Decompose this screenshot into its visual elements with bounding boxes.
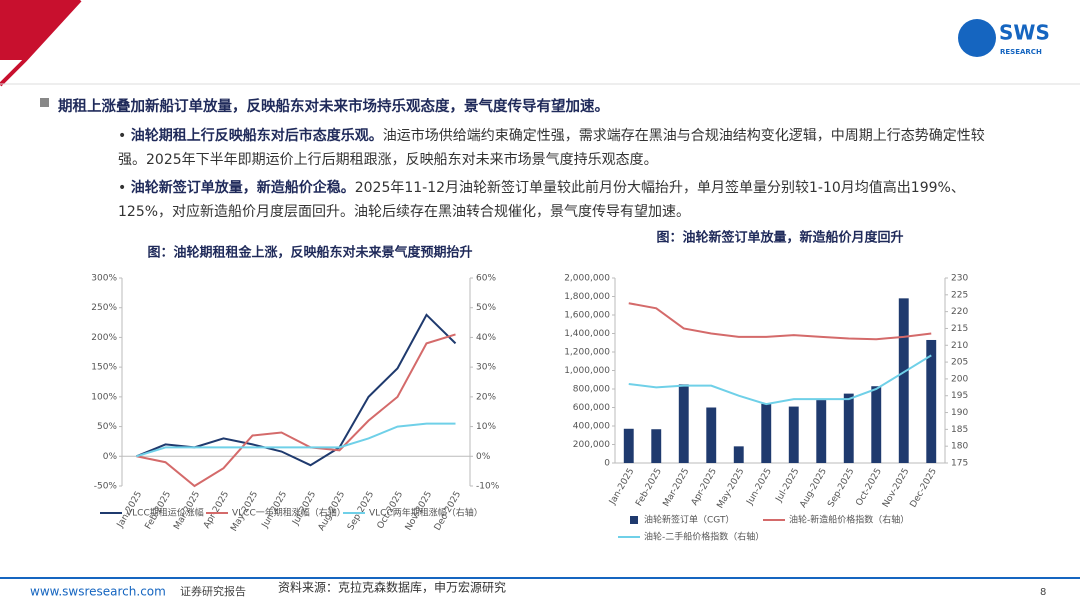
y2-tick-label: 225 bbox=[951, 290, 968, 300]
y2-tick-label: 230 bbox=[951, 274, 968, 284]
y-tick-label: 150% bbox=[91, 363, 117, 373]
y2-tick-label: 210 bbox=[951, 341, 968, 351]
bullet: • 油轮期租上行反映船东对后市态度乐观。油运市场供给端约束确定性强，需求端存在黑… bbox=[118, 128, 985, 168]
x-tick-label: Apr-2025 bbox=[690, 467, 719, 508]
y-tick-label: 250% bbox=[91, 303, 117, 313]
y-tick-label: 1,200,000 bbox=[564, 348, 610, 358]
y-tick-label: -50% bbox=[94, 482, 118, 492]
bar bbox=[871, 386, 882, 463]
legend-swatch bbox=[630, 516, 638, 524]
corner-line bbox=[0, 0, 82, 87]
y-tick-label: 200% bbox=[91, 333, 117, 343]
bar bbox=[898, 298, 909, 463]
y-tick-label: 100% bbox=[91, 392, 117, 402]
y-tick-label: 400,000 bbox=[573, 422, 610, 432]
y2-tick-label: 30% bbox=[476, 363, 496, 373]
logo-mark bbox=[958, 19, 996, 57]
y2-tick-label: 195 bbox=[951, 391, 968, 401]
y2-tick-label: 60% bbox=[476, 274, 496, 284]
bar bbox=[706, 407, 717, 463]
y-tick-label: 200,000 bbox=[573, 440, 610, 450]
y2-tick-label: 220 bbox=[951, 307, 968, 317]
legend-label: 油轮新签订单（CGT） bbox=[644, 514, 734, 526]
corner-deco bbox=[0, 0, 80, 60]
x-tick-label: Mar-2025 bbox=[662, 467, 692, 509]
x-tick-label: Aug-2025 bbox=[798, 467, 829, 510]
y-tick-label: 50% bbox=[97, 422, 117, 432]
y-tick-label: 600,000 bbox=[573, 403, 610, 413]
legend-label: 油轮-二手船价格指数（右轴） bbox=[644, 531, 764, 543]
x-tick-label: Feb-2025 bbox=[634, 467, 664, 508]
line bbox=[136, 333, 456, 488]
page-number: 8 bbox=[1040, 587, 1046, 598]
footer-label: 证券研究报告 bbox=[180, 584, 246, 598]
y2-tick-label: 215 bbox=[951, 324, 968, 334]
bar bbox=[843, 393, 854, 463]
y-tick-label: 800,000 bbox=[573, 385, 610, 395]
x-tick-label: Jun-2025 bbox=[745, 467, 774, 508]
y-tick-label: 300% bbox=[91, 274, 117, 284]
headline: 期租上涨叠加新船订单放量，反映船东对未来市场持乐观态度，景气度传导有望加速。 bbox=[58, 99, 609, 115]
y2-tick-label: 175 bbox=[951, 459, 968, 469]
bullet-square bbox=[40, 98, 49, 107]
bar bbox=[623, 428, 634, 463]
y2-tick-label: 40% bbox=[476, 333, 496, 343]
bar bbox=[651, 429, 662, 463]
x-tick-label: Sep-2025 bbox=[826, 467, 856, 509]
y-tick-label: 2,000,000 bbox=[564, 274, 610, 284]
x-tick-label: May-2025 bbox=[716, 467, 747, 511]
y2-tick-label: 185 bbox=[951, 425, 968, 435]
x-tick-label: Jan-2025 bbox=[607, 467, 636, 508]
y2-tick-label: 190 bbox=[951, 408, 968, 418]
line bbox=[628, 354, 932, 406]
y2-tick-label: 200 bbox=[951, 374, 968, 384]
y-tick-label: 1,000,000 bbox=[564, 366, 610, 376]
y2-tick-label: 10% bbox=[476, 422, 496, 432]
legend-label: VLCC两年期租涨幅（右轴） bbox=[369, 507, 483, 519]
bar bbox=[926, 339, 937, 463]
y-tick-label: 1,600,000 bbox=[564, 311, 610, 321]
legend-label: 油轮-新造船价格指数（右轴） bbox=[789, 514, 909, 526]
bar bbox=[761, 403, 772, 463]
bar bbox=[678, 384, 689, 463]
y-tick-label: 1,800,000 bbox=[564, 292, 610, 302]
y2-tick-label: 0% bbox=[476, 452, 491, 462]
y2-tick-label: -10% bbox=[476, 482, 500, 492]
y2-tick-label: 20% bbox=[476, 392, 496, 402]
logo-sub: RESEARCH bbox=[1000, 48, 1042, 56]
x-tick-label: Oct-2025 bbox=[854, 467, 884, 508]
bullet-bold: 油轮新签订单放量，新造船价企稳。 bbox=[130, 180, 355, 196]
bullet-text: 油运市场供给端约束确定性强，需求端存在黑油与合规油结构变化逻辑，中周期上行态势确… bbox=[118, 128, 985, 168]
y-tick-label: 1,400,000 bbox=[564, 329, 610, 339]
legend-label: VLCC一年期租涨幅（右轴） bbox=[232, 507, 346, 519]
line bbox=[136, 313, 457, 467]
y-tick-label: 0% bbox=[103, 452, 118, 462]
bullet-text: 2025年11-12月油轮新签订单量较此前月份大幅抬升，单月签单量分别较1-10… bbox=[118, 180, 965, 220]
line bbox=[136, 422, 456, 458]
x-tick-label: Dec-2025 bbox=[909, 467, 939, 510]
logo-text: SWS bbox=[999, 21, 1050, 45]
bar bbox=[816, 400, 827, 463]
y2-tick-label: 205 bbox=[951, 358, 968, 368]
footer-source: 资料来源：克拉克森数据库，申万宏源研究 bbox=[278, 580, 506, 595]
x-tick-label: Nov-2025 bbox=[881, 467, 911, 510]
y-tick-label: 0 bbox=[604, 459, 610, 469]
legend-label: VLCC期租运价涨幅 bbox=[126, 507, 204, 519]
bullet: • 油轮新签订单放量，新造船价企稳。2025年11-12月油轮新签订单量较此前月… bbox=[118, 180, 965, 220]
x-tick-label: Apr-2025 bbox=[202, 490, 231, 531]
chart-title: 图：油轮新签订单放量，新造船价月度回升 bbox=[656, 230, 903, 246]
y2-tick-label: 180 bbox=[951, 442, 968, 452]
x-tick-label: Jul-2025 bbox=[774, 467, 802, 505]
bar bbox=[733, 446, 744, 463]
y2-tick-label: 50% bbox=[476, 303, 496, 313]
chart-title: 图：油轮期租租金上涨，反映船东对未来景气度预期抬升 bbox=[147, 245, 472, 261]
footer-site: www.swsresearch.com bbox=[30, 585, 166, 599]
bullet-bold: 油轮期租上行反映船东对后市态度乐观。 bbox=[130, 128, 383, 144]
line bbox=[628, 302, 932, 341]
bar bbox=[788, 406, 799, 463]
